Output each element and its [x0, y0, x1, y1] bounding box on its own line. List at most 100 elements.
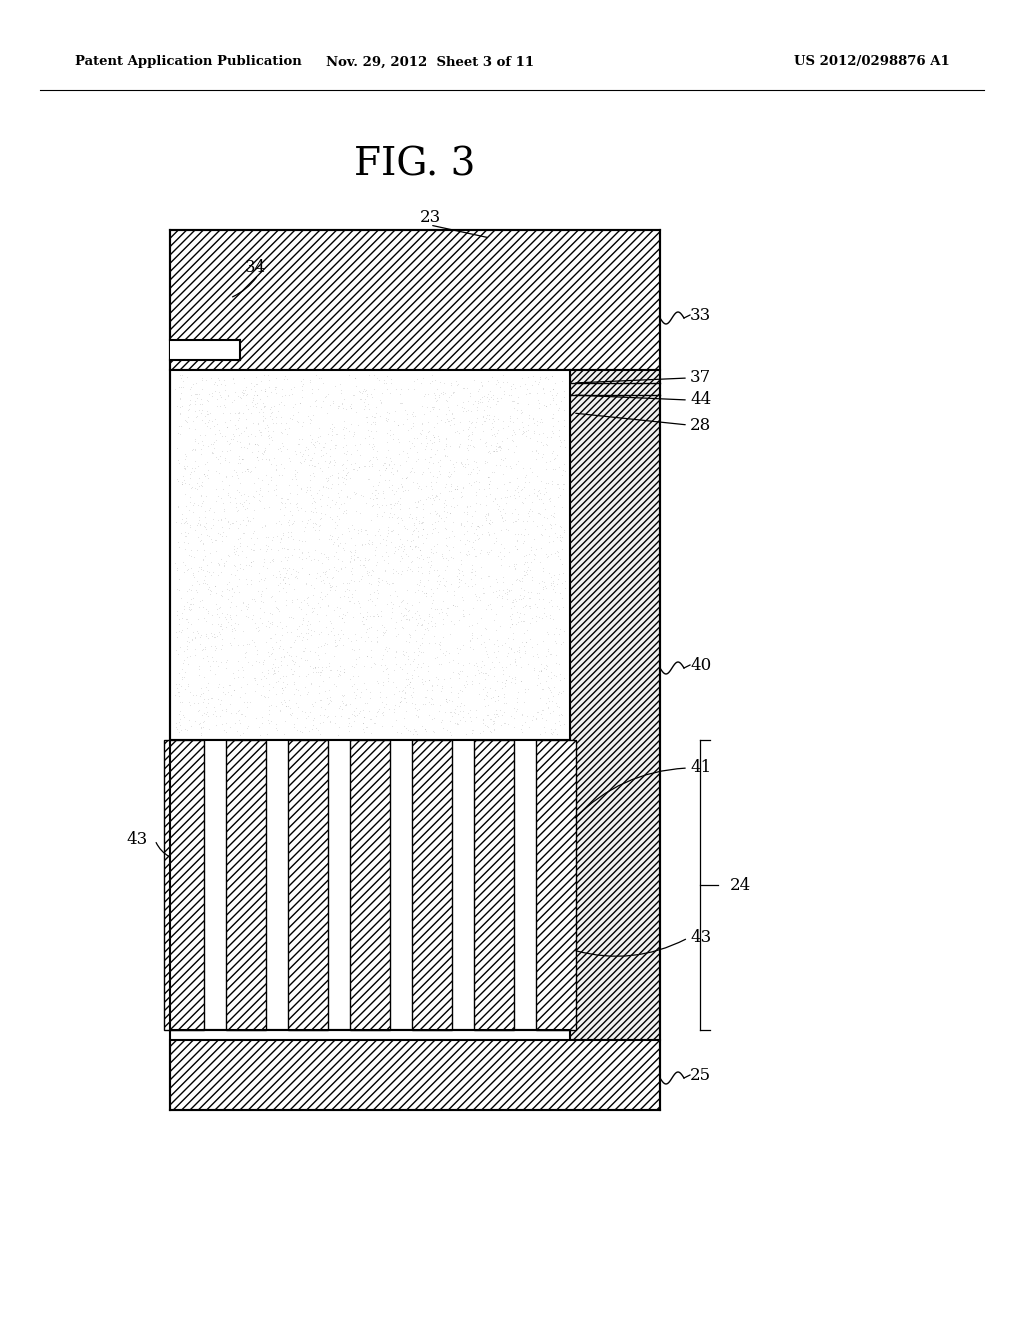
- Point: [397, 718, 414, 739]
- Point: [199, 400, 215, 421]
- Point: [209, 626, 225, 647]
- Point: [415, 652, 431, 673]
- Point: [417, 671, 433, 692]
- Point: [272, 407, 289, 428]
- Point: [477, 663, 494, 684]
- Point: [512, 403, 528, 424]
- Point: [538, 709, 554, 730]
- Point: [333, 494, 349, 515]
- Point: [279, 673, 295, 694]
- Point: [307, 455, 324, 477]
- Point: [294, 428, 310, 449]
- Point: [369, 671, 385, 692]
- Point: [254, 581, 270, 602]
- Point: [206, 416, 222, 437]
- Point: [231, 553, 248, 574]
- Point: [212, 422, 228, 444]
- Point: [195, 399, 211, 420]
- Point: [248, 708, 264, 729]
- Point: [415, 532, 431, 553]
- Point: [528, 465, 545, 486]
- Point: [258, 557, 274, 578]
- Point: [245, 389, 261, 411]
- Point: [311, 417, 328, 438]
- Point: [283, 659, 299, 680]
- Point: [259, 642, 275, 663]
- Point: [403, 693, 420, 714]
- Point: [400, 673, 417, 694]
- Point: [197, 466, 213, 487]
- Point: [483, 418, 500, 440]
- Point: [275, 645, 292, 667]
- Point: [475, 407, 492, 428]
- Point: [379, 657, 395, 678]
- Point: [451, 652, 467, 673]
- Point: [237, 643, 253, 664]
- Point: [240, 536, 256, 557]
- Point: [415, 715, 431, 737]
- Point: [474, 375, 490, 396]
- Point: [334, 550, 350, 572]
- Point: [388, 626, 404, 647]
- Point: [433, 677, 450, 698]
- Point: [251, 619, 267, 640]
- Point: [178, 618, 195, 639]
- Point: [524, 364, 541, 385]
- Point: [271, 566, 288, 587]
- Point: [315, 711, 332, 733]
- Point: [243, 556, 259, 577]
- Point: [354, 713, 371, 734]
- Bar: [226, 741, 266, 1030]
- Point: [318, 467, 335, 488]
- Point: [394, 540, 411, 561]
- Point: [351, 380, 368, 401]
- Point: [428, 486, 444, 507]
- Point: [172, 383, 188, 404]
- Point: [327, 711, 343, 733]
- Point: [383, 475, 399, 496]
- Point: [493, 449, 509, 470]
- Point: [556, 409, 572, 430]
- Point: [520, 524, 537, 545]
- Point: [478, 486, 495, 507]
- Point: [276, 492, 293, 513]
- Point: [370, 606, 386, 627]
- Point: [261, 680, 278, 701]
- Point: [402, 721, 419, 742]
- Point: [392, 393, 409, 414]
- Point: [431, 504, 447, 525]
- Point: [445, 408, 462, 429]
- Point: [271, 635, 288, 656]
- Point: [554, 527, 570, 548]
- Point: [232, 492, 249, 513]
- Point: [279, 488, 295, 510]
- Point: [410, 705, 426, 726]
- Point: [224, 578, 241, 599]
- Point: [318, 561, 335, 582]
- Point: [472, 556, 488, 577]
- Point: [361, 450, 378, 471]
- Point: [270, 465, 287, 486]
- Point: [271, 581, 288, 602]
- Point: [247, 393, 263, 414]
- Point: [389, 512, 406, 533]
- Point: [285, 702, 301, 723]
- Point: [481, 441, 498, 462]
- Point: [339, 463, 355, 484]
- Point: [189, 495, 206, 516]
- Point: [501, 471, 517, 492]
- Point: [509, 478, 525, 499]
- Point: [461, 652, 477, 673]
- Point: [299, 586, 315, 607]
- Point: [310, 549, 327, 570]
- Point: [450, 558, 466, 579]
- Point: [508, 454, 524, 475]
- Point: [375, 483, 391, 504]
- Point: [330, 725, 346, 746]
- Point: [200, 459, 216, 480]
- Point: [556, 416, 572, 437]
- Point: [476, 411, 493, 432]
- Point: [273, 433, 290, 454]
- Point: [222, 605, 239, 626]
- Point: [449, 638, 465, 659]
